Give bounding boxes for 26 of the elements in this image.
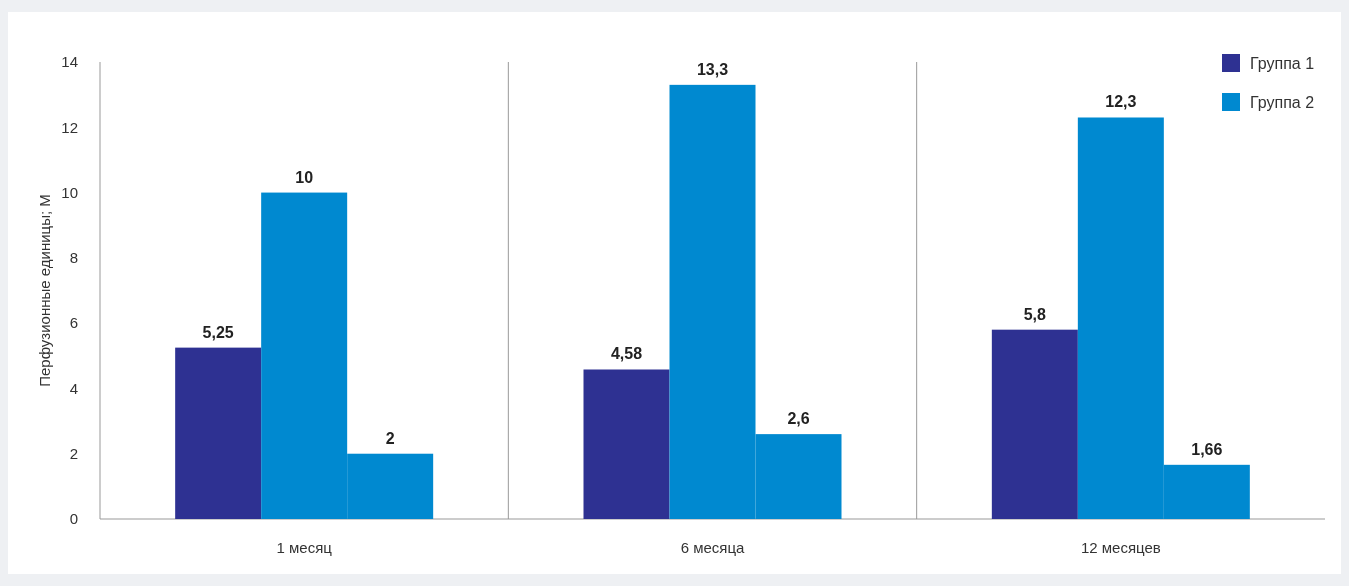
data-label: 1,66 (1191, 440, 1223, 458)
legend-label: Группа 1 (1250, 54, 1315, 72)
y-axis-title: Перфузионные единицы; М (36, 194, 53, 387)
legend-label: Группа 2 (1250, 93, 1315, 111)
y-tick-label: 8 (69, 249, 78, 267)
x-tick-label: 12 месяцев (1080, 539, 1161, 556)
y-tick-label: 10 (61, 183, 78, 201)
y-tick-label: 0 (69, 510, 78, 528)
data-label: 2,6 (787, 410, 810, 428)
y-tick-label: 12 (61, 118, 78, 136)
data-label: 5,25 (202, 323, 234, 341)
data-label: 5,8 (1023, 305, 1047, 323)
data-label: 2 (385, 429, 395, 447)
data-label: 12,3 (1105, 93, 1137, 111)
bar (991, 329, 1078, 519)
x-tick-label: 1 месяц (276, 539, 333, 556)
y-tick-label: 2 (69, 444, 78, 462)
data-label: 4,58 (610, 345, 643, 363)
y-tick-label: 6 (69, 314, 78, 332)
y-tick-label: 4 (69, 379, 78, 397)
y-tick-label: 14 (61, 53, 78, 71)
data-label: 13,3 (696, 60, 729, 78)
bar (583, 369, 670, 519)
data-label: 10 (295, 168, 314, 186)
bar (175, 347, 262, 519)
x-tick-label: 6 месяца (680, 539, 746, 556)
